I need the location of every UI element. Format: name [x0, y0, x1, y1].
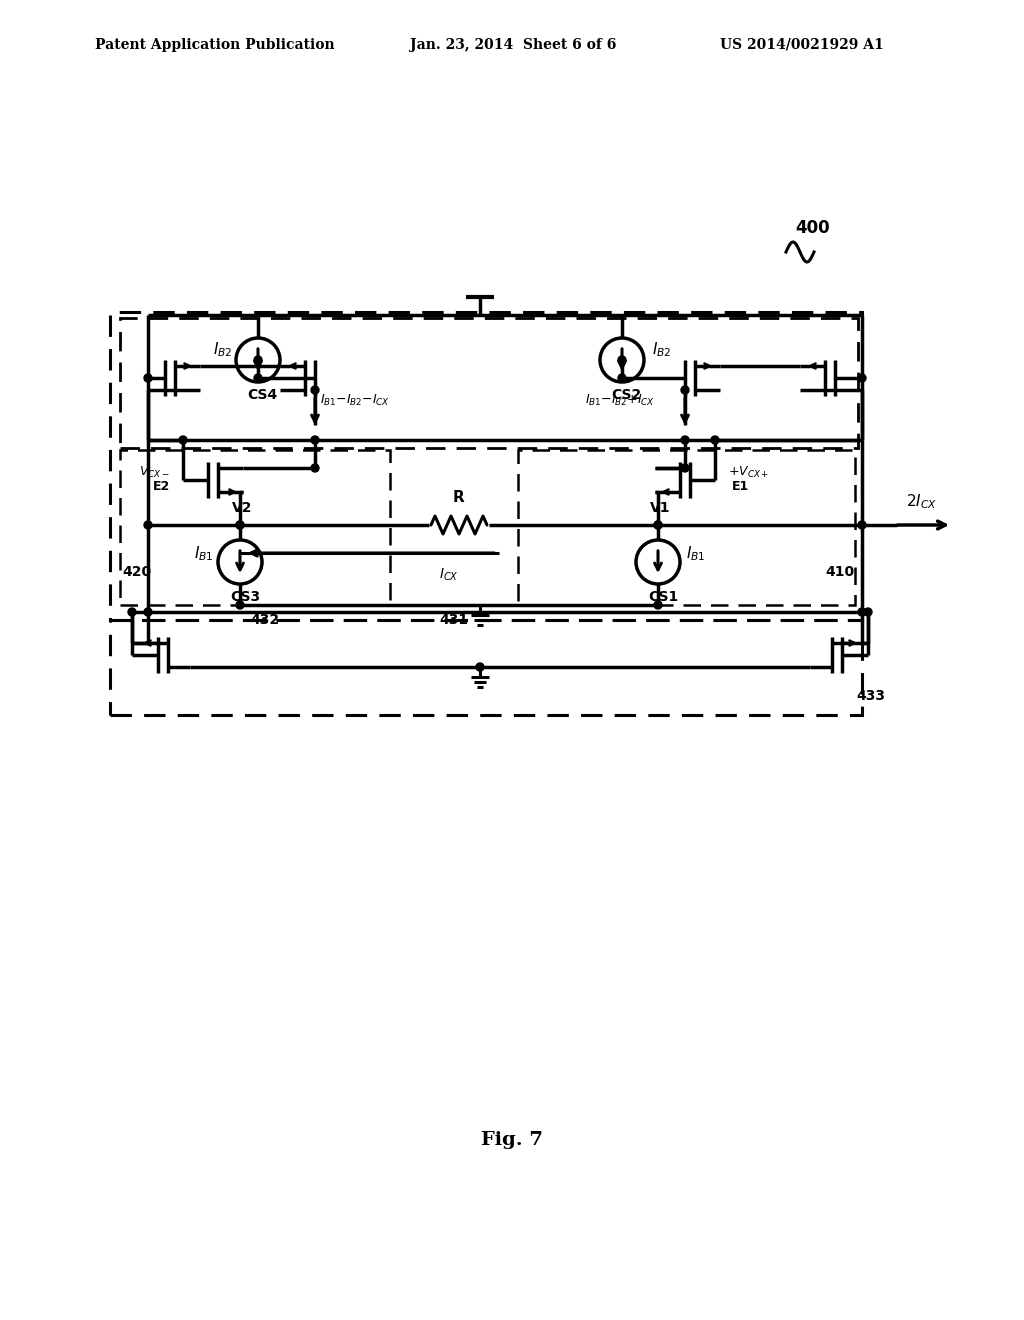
Text: R: R [454, 490, 465, 506]
Circle shape [236, 521, 244, 529]
Circle shape [144, 609, 152, 616]
Circle shape [236, 521, 244, 529]
Circle shape [858, 521, 866, 529]
Text: $I_{B1}$: $I_{B1}$ [686, 545, 706, 564]
Circle shape [128, 609, 136, 616]
Circle shape [654, 521, 662, 529]
Text: $I_{B2}$: $I_{B2}$ [213, 341, 232, 359]
Text: 431: 431 [439, 612, 468, 627]
Text: V1: V1 [650, 502, 671, 515]
Circle shape [618, 374, 626, 381]
Circle shape [858, 374, 866, 381]
Circle shape [858, 609, 866, 616]
Circle shape [681, 385, 689, 393]
Text: CS2: CS2 [611, 388, 641, 403]
Text: $I_{B2}$: $I_{B2}$ [652, 341, 672, 359]
Text: Fig. 7: Fig. 7 [481, 1131, 543, 1148]
Text: E2: E2 [153, 479, 170, 492]
Text: 420: 420 [122, 565, 152, 579]
Circle shape [618, 356, 626, 364]
Text: $I_{B1}$: $I_{B1}$ [195, 545, 214, 564]
Text: 410: 410 [826, 565, 855, 579]
Circle shape [654, 601, 662, 609]
Bar [518, 450, 855, 605]
Circle shape [311, 465, 319, 473]
Text: CS4: CS4 [247, 388, 278, 403]
Text: CS1: CS1 [648, 590, 678, 605]
Text: 432: 432 [250, 612, 280, 627]
Circle shape [711, 436, 719, 444]
Text: E1: E1 [732, 479, 750, 492]
Circle shape [476, 663, 484, 671]
Text: $I_{B1}$$-$$I_{B2}$$-$$I_{CX}$: $I_{B1}$$-$$I_{B2}$$-$$I_{CX}$ [319, 392, 390, 408]
Circle shape [254, 356, 262, 364]
Bar [110, 620, 862, 715]
Text: $2I_{CX}$: $2I_{CX}$ [906, 492, 938, 511]
Bar [120, 450, 390, 605]
Text: 433: 433 [856, 689, 885, 704]
Circle shape [681, 436, 689, 444]
Text: CS3: CS3 [230, 590, 260, 605]
Text: $+V_{CX+}$: $+V_{CX+}$ [728, 465, 769, 479]
Text: Patent Application Publication: Patent Application Publication [95, 38, 335, 51]
Text: 400: 400 [796, 219, 830, 238]
Text: V2: V2 [231, 502, 252, 515]
Circle shape [654, 521, 662, 529]
Circle shape [144, 521, 152, 529]
Circle shape [864, 609, 872, 616]
Text: $I_{CX}$: $I_{CX}$ [439, 568, 459, 583]
Circle shape [311, 385, 319, 393]
Circle shape [681, 465, 689, 473]
Text: $I_{B1}$$-$$I_{B2}$$+$$I_{CX}$: $I_{B1}$$-$$I_{B2}$$+$$I_{CX}$ [585, 392, 655, 408]
Circle shape [311, 436, 319, 444]
Text: US 2014/0021929 A1: US 2014/0021929 A1 [720, 38, 884, 51]
Text: Jan. 23, 2014  Sheet 6 of 6: Jan. 23, 2014 Sheet 6 of 6 [410, 38, 616, 51]
Circle shape [179, 436, 187, 444]
Text: $V_{CX-}$: $V_{CX-}$ [139, 465, 170, 479]
Circle shape [254, 374, 262, 381]
Bar [120, 318, 858, 447]
Circle shape [236, 601, 244, 609]
Bar [110, 312, 862, 620]
Circle shape [144, 374, 152, 381]
